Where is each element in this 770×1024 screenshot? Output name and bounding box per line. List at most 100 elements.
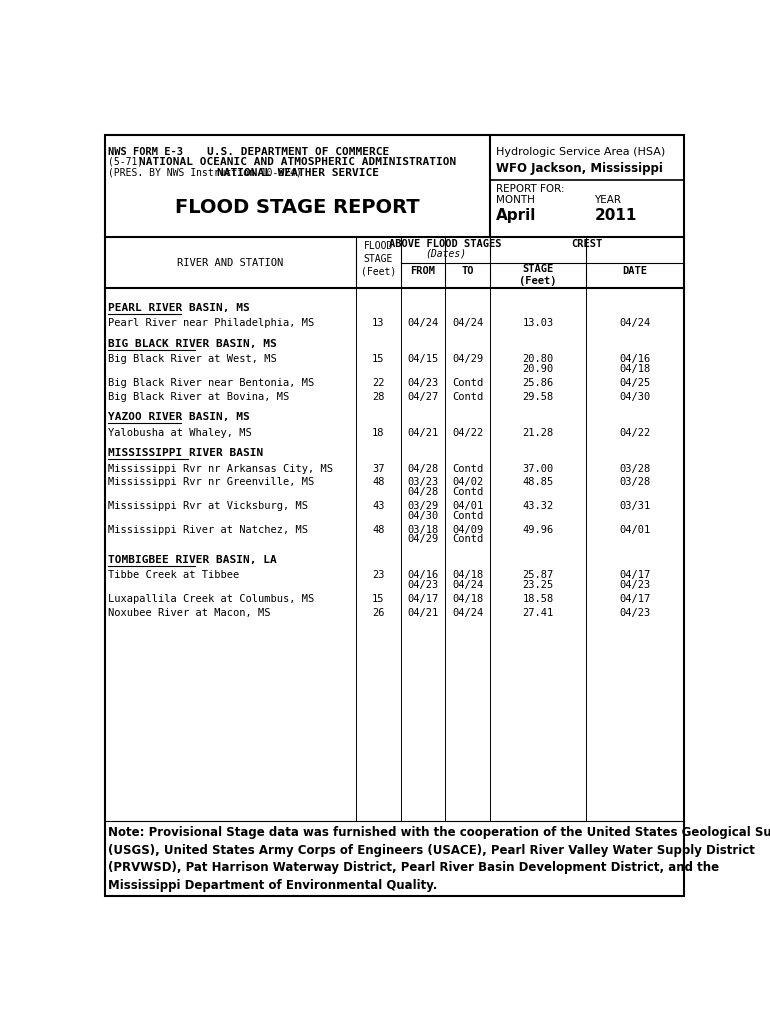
Text: 20.90: 20.90 xyxy=(522,365,554,374)
Text: 04/18: 04/18 xyxy=(619,365,651,374)
Text: 25.87: 25.87 xyxy=(522,570,554,581)
Text: 2011: 2011 xyxy=(594,208,637,223)
Text: 04/23: 04/23 xyxy=(619,581,651,590)
Text: Mississippi Rvr nr Greenville, MS: Mississippi Rvr nr Greenville, MS xyxy=(108,477,314,487)
Text: 03/31: 03/31 xyxy=(619,501,651,511)
Text: 04/16: 04/16 xyxy=(619,354,651,365)
Text: CREST: CREST xyxy=(571,239,603,249)
Text: (Dates): (Dates) xyxy=(425,248,466,258)
Text: 18.58: 18.58 xyxy=(522,594,554,604)
Text: Contd: Contd xyxy=(452,535,484,545)
Text: NATIONAL OCEANIC AND ATMOSPHERIC ADMINISTRATION: NATIONAL OCEANIC AND ATMOSPHERIC ADMINIS… xyxy=(139,157,457,167)
Text: Mississippi River at Natchez, MS: Mississippi River at Natchez, MS xyxy=(108,524,308,535)
Text: Luxapallila Creek at Columbus, MS: Luxapallila Creek at Columbus, MS xyxy=(108,594,314,604)
Text: DATE: DATE xyxy=(622,265,648,275)
Text: Pearl River near Philadelphia, MS: Pearl River near Philadelphia, MS xyxy=(108,318,314,329)
Text: 43.32: 43.32 xyxy=(522,501,554,511)
Text: U.S. DEPARTMENT OF COMMERCE: U.S. DEPARTMENT OF COMMERCE xyxy=(206,146,389,157)
Text: 04/30: 04/30 xyxy=(407,511,439,521)
Text: 04/22: 04/22 xyxy=(619,428,651,437)
Text: Contd: Contd xyxy=(452,511,484,521)
Text: 28: 28 xyxy=(372,392,384,401)
Text: YAZOO RIVER BASIN, MS: YAZOO RIVER BASIN, MS xyxy=(108,412,250,422)
Text: 04/28: 04/28 xyxy=(407,464,439,473)
Text: STAGE
(Feet): STAGE (Feet) xyxy=(519,264,557,287)
Text: 25.86: 25.86 xyxy=(522,378,554,388)
Text: 04/27: 04/27 xyxy=(407,392,439,401)
Text: FLOOD
STAGE
(Feet): FLOOD STAGE (Feet) xyxy=(360,242,396,276)
Text: 04/24: 04/24 xyxy=(452,581,484,590)
Text: Noxubee River at Macon, MS: Noxubee River at Macon, MS xyxy=(108,608,271,617)
Text: Contd: Contd xyxy=(452,487,484,498)
Text: 04/29: 04/29 xyxy=(407,535,439,545)
Text: Hydrologic Service Area (HSA): Hydrologic Service Area (HSA) xyxy=(496,146,665,157)
Text: 18: 18 xyxy=(372,428,384,437)
Text: 04/09: 04/09 xyxy=(452,524,484,535)
Text: Big Black River at Bovina, MS: Big Black River at Bovina, MS xyxy=(108,392,290,401)
Text: 15: 15 xyxy=(372,354,384,365)
Text: April: April xyxy=(496,208,537,223)
Text: 49.96: 49.96 xyxy=(522,524,554,535)
Text: Big Black River near Bentonia, MS: Big Black River near Bentonia, MS xyxy=(108,378,314,388)
Text: Tibbe Creek at Tibbee: Tibbe Creek at Tibbee xyxy=(108,570,239,581)
Text: 22: 22 xyxy=(372,378,384,388)
Text: 48: 48 xyxy=(372,477,384,487)
Text: 04/24: 04/24 xyxy=(619,318,651,329)
Text: 04/23: 04/23 xyxy=(407,581,439,590)
Text: NATIONAL WEATHER SERVICE: NATIONAL WEATHER SERVICE xyxy=(216,168,379,178)
Text: (PRES. BY NWS Instruction 10-924): (PRES. BY NWS Instruction 10-924) xyxy=(108,168,302,178)
Text: 04/17: 04/17 xyxy=(619,570,651,581)
Text: 04/21: 04/21 xyxy=(407,428,439,437)
Text: 37: 37 xyxy=(372,464,384,473)
Text: RIVER AND STATION: RIVER AND STATION xyxy=(177,258,283,268)
Text: 23: 23 xyxy=(372,570,384,581)
Text: 13.03: 13.03 xyxy=(522,318,554,329)
Text: 15: 15 xyxy=(372,594,384,604)
Text: Mississippi Rvr nr Arkansas City, MS: Mississippi Rvr nr Arkansas City, MS xyxy=(108,464,333,473)
Text: 04/29: 04/29 xyxy=(452,354,484,365)
Text: Contd: Contd xyxy=(452,378,484,388)
Text: REPORT FOR:: REPORT FOR: xyxy=(496,183,564,194)
Text: 43: 43 xyxy=(372,501,384,511)
Text: 03/23: 03/23 xyxy=(407,477,439,487)
Text: ABOVE FLOOD STAGES: ABOVE FLOOD STAGES xyxy=(389,239,501,249)
Text: 26: 26 xyxy=(372,608,384,617)
Text: 04/24: 04/24 xyxy=(452,318,484,329)
Text: 04/01: 04/01 xyxy=(619,524,651,535)
Text: NWS FORM E-3: NWS FORM E-3 xyxy=(108,146,183,157)
Text: 04/18: 04/18 xyxy=(452,594,484,604)
Text: MONTH: MONTH xyxy=(496,196,535,206)
Text: 04/22: 04/22 xyxy=(452,428,484,437)
Text: Contd: Contd xyxy=(452,464,484,473)
Text: 48: 48 xyxy=(372,524,384,535)
Text: 04/17: 04/17 xyxy=(619,594,651,604)
Text: 04/23: 04/23 xyxy=(407,378,439,388)
Text: 13: 13 xyxy=(372,318,384,329)
Text: 04/01: 04/01 xyxy=(452,501,484,511)
Text: FLOOD STAGE REPORT: FLOOD STAGE REPORT xyxy=(176,198,420,217)
Text: Big Black River at West, MS: Big Black River at West, MS xyxy=(108,354,277,365)
Text: 23.25: 23.25 xyxy=(522,581,554,590)
Text: WFO Jackson, Mississippi: WFO Jackson, Mississippi xyxy=(496,163,663,175)
Text: 27.41: 27.41 xyxy=(522,608,554,617)
Text: 04/25: 04/25 xyxy=(619,378,651,388)
Text: Contd: Contd xyxy=(452,392,484,401)
Text: 04/28: 04/28 xyxy=(407,487,439,498)
Text: BIG BLACK RIVER BASIN, MS: BIG BLACK RIVER BASIN, MS xyxy=(108,339,277,348)
Text: 04/16: 04/16 xyxy=(407,570,439,581)
Text: Yalobusha at Whaley, MS: Yalobusha at Whaley, MS xyxy=(108,428,252,437)
Text: 03/28: 03/28 xyxy=(619,464,651,473)
Text: 48.85: 48.85 xyxy=(522,477,554,487)
Text: MISSISSIPPI RIVER BASIN: MISSISSIPPI RIVER BASIN xyxy=(108,447,263,458)
Text: Note: Provisional Stage data was furnished with the cooperation of the United St: Note: Provisional Stage data was furnish… xyxy=(108,826,770,892)
Text: 04/21: 04/21 xyxy=(407,608,439,617)
Text: 04/24: 04/24 xyxy=(452,608,484,617)
Text: 04/02: 04/02 xyxy=(452,477,484,487)
Text: 03/28: 03/28 xyxy=(619,477,651,487)
Text: 04/18: 04/18 xyxy=(452,570,484,581)
Text: 03/29: 03/29 xyxy=(407,501,439,511)
Text: TO: TO xyxy=(461,265,474,275)
Text: TOMBIGBEE RIVER BASIN, LA: TOMBIGBEE RIVER BASIN, LA xyxy=(108,555,277,564)
Text: 04/24: 04/24 xyxy=(407,318,439,329)
Text: 04/23: 04/23 xyxy=(619,608,651,617)
